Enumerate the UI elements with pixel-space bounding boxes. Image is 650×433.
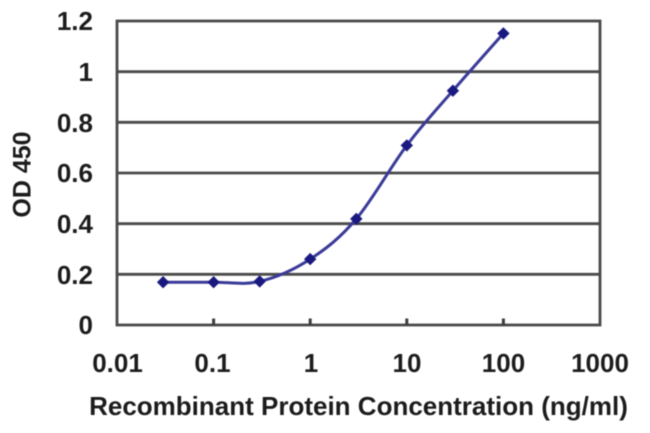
svg-text:100: 100 [482, 348, 525, 378]
svg-text:0.4: 0.4 [57, 209, 94, 239]
svg-text:0: 0 [79, 310, 93, 340]
svg-text:Recombinant Protein Concentrat: Recombinant Protein Concentration (ng/ml… [89, 391, 628, 421]
svg-text:OD 450: OD 450 [9, 131, 37, 217]
svg-text:0.6: 0.6 [57, 158, 93, 188]
svg-text:0.01: 0.01 [92, 348, 143, 378]
svg-text:0.2: 0.2 [57, 260, 93, 290]
svg-text:10: 10 [393, 348, 422, 378]
svg-text:1: 1 [79, 57, 93, 87]
svg-text:1.2: 1.2 [57, 6, 93, 36]
svg-text:0.1: 0.1 [194, 348, 230, 378]
svg-text:1: 1 [304, 348, 318, 378]
svg-text:1000: 1000 [571, 348, 629, 378]
svg-text:0.8: 0.8 [57, 108, 93, 138]
